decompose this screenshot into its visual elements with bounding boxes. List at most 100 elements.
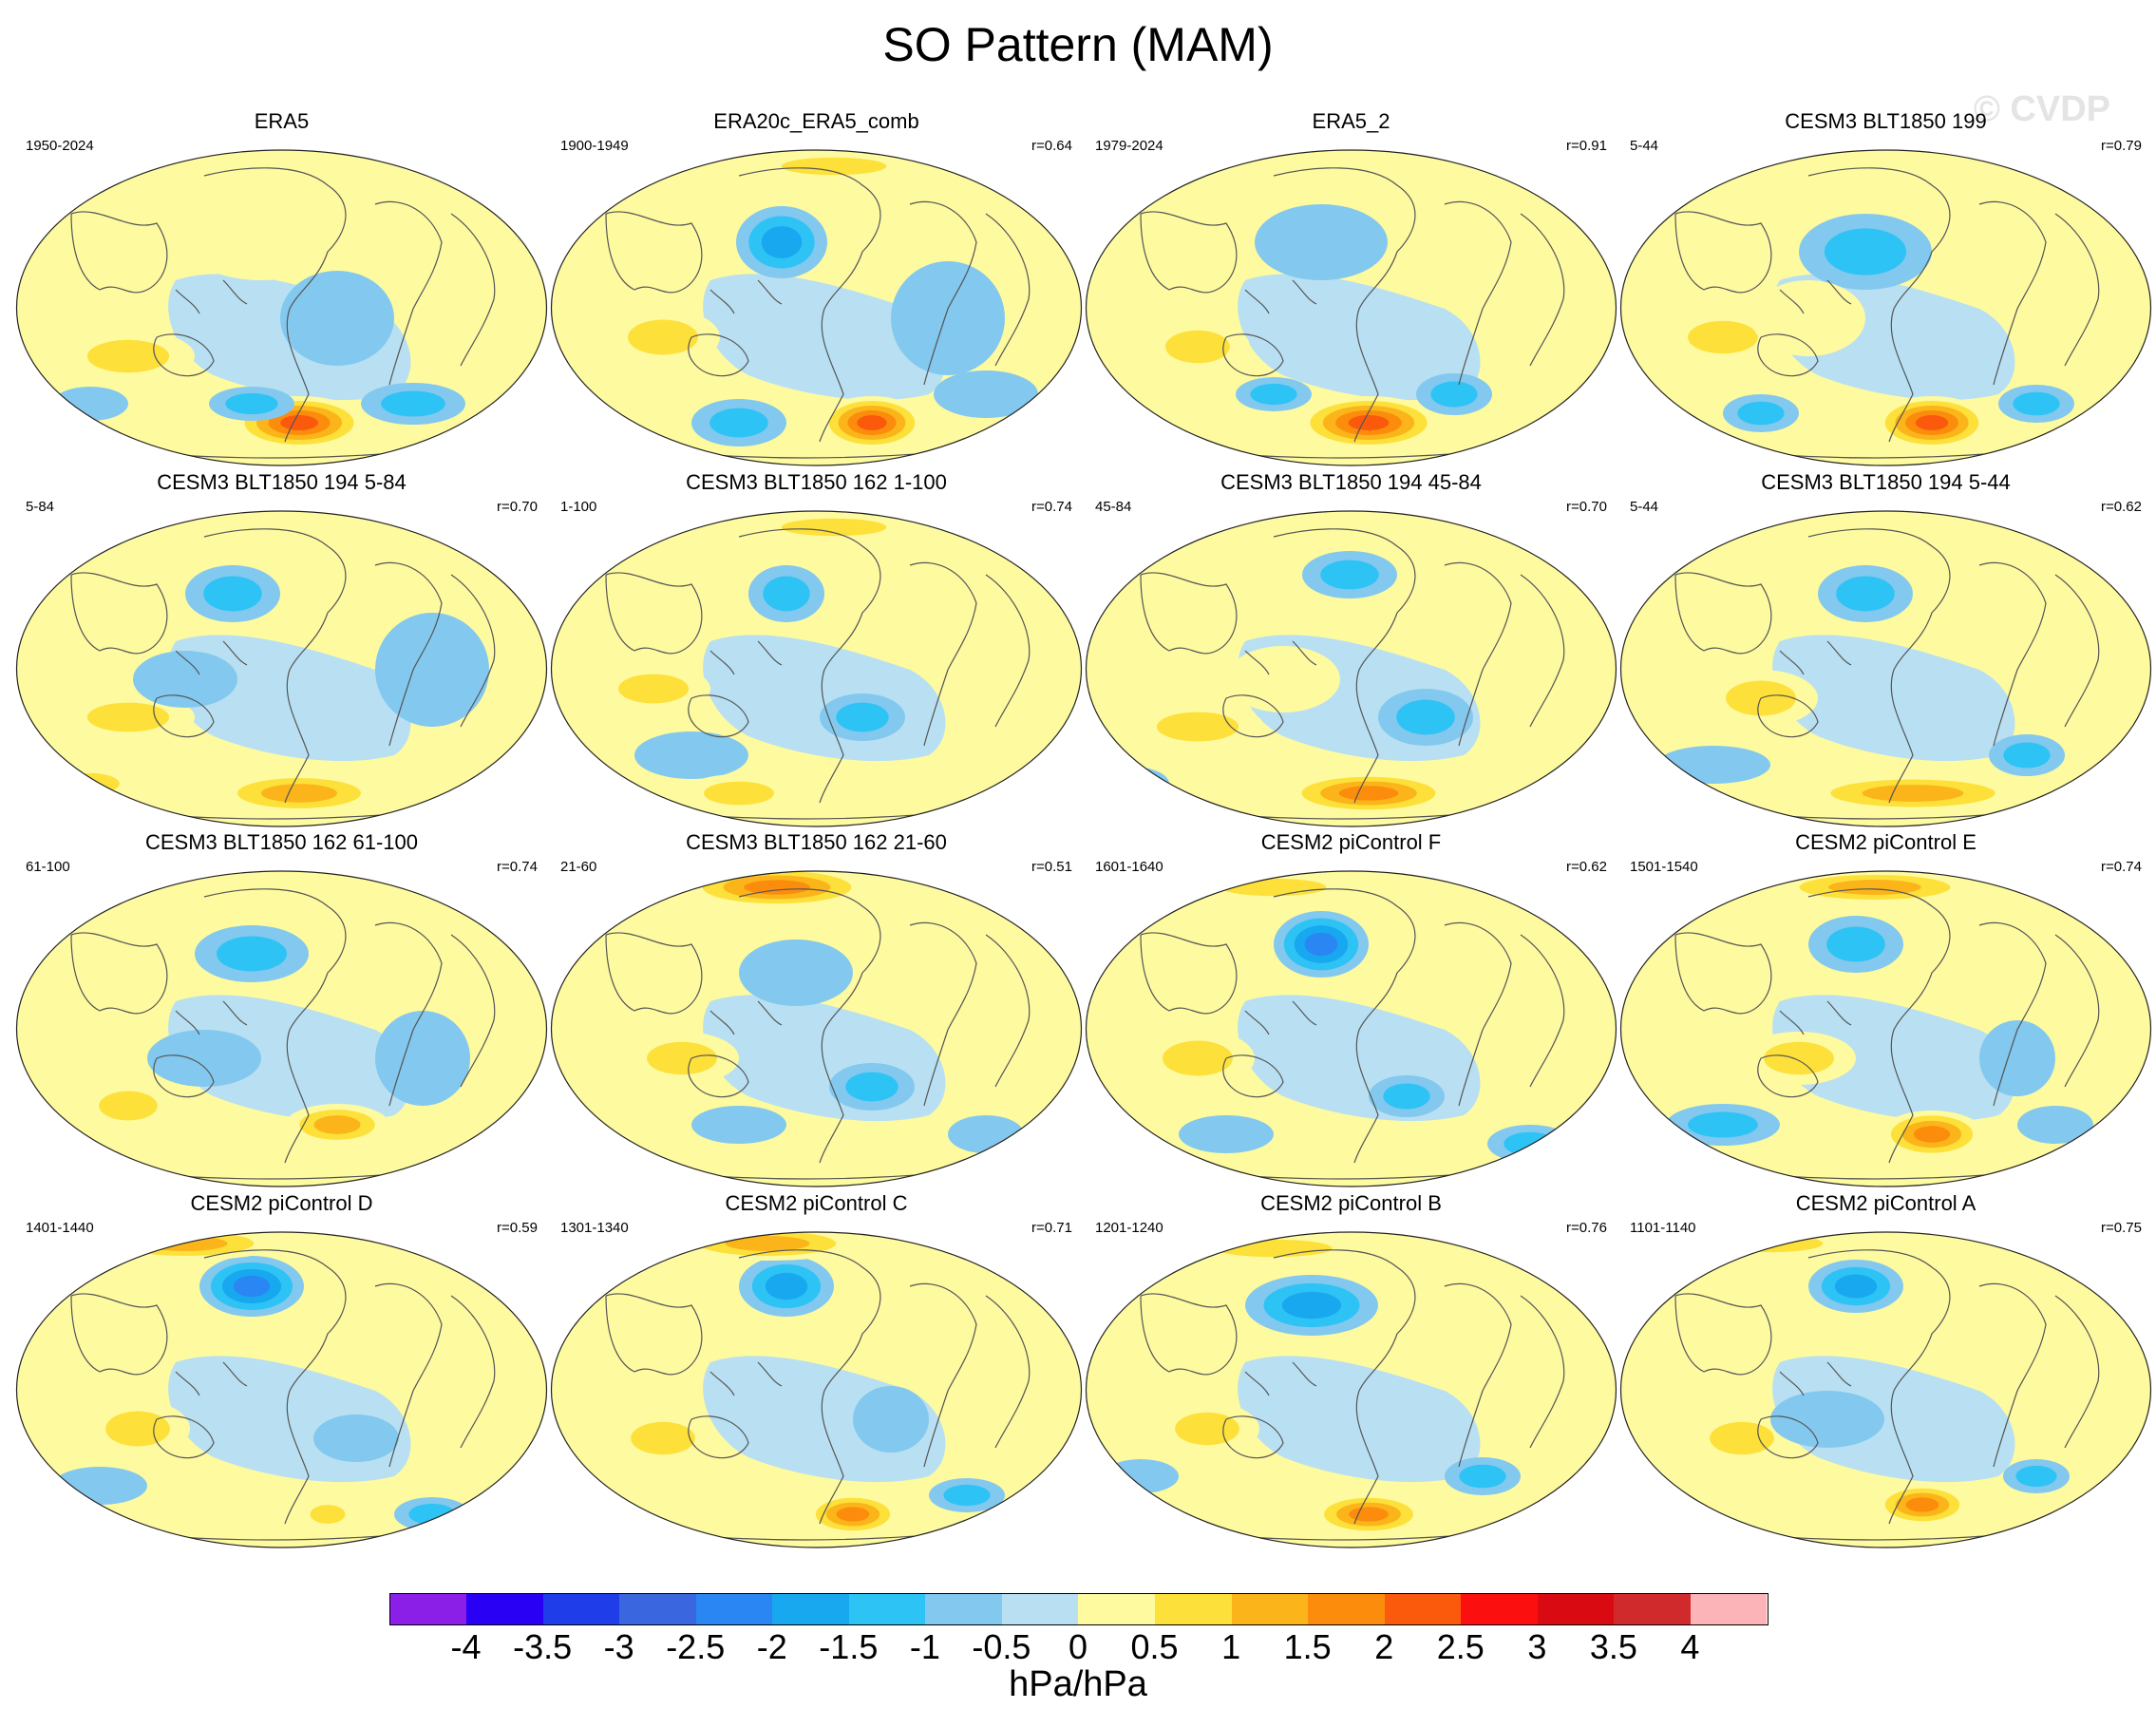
anomaly-map xyxy=(1085,1231,1617,1548)
anomaly-map xyxy=(550,510,1083,827)
coastline xyxy=(374,200,443,386)
coastline xyxy=(909,1282,977,1468)
coastline xyxy=(374,1282,443,1468)
map-border xyxy=(15,870,548,1187)
anomaly-map xyxy=(1619,149,2152,466)
colorbar-tick-label: 0 xyxy=(1068,1627,1088,1666)
map-panel: CESM3 BLT1850 162 1-100 1-100 r=0.74 xyxy=(549,470,1084,829)
negative-anomaly xyxy=(763,576,810,612)
negative-anomaly xyxy=(375,1011,470,1106)
positive-anomaly xyxy=(142,1236,228,1251)
negative-anomaly xyxy=(1834,1274,1878,1299)
negative-anomaly xyxy=(2003,742,2051,769)
anomaly-map xyxy=(15,149,548,466)
coastline xyxy=(1520,213,1565,367)
positive-anomaly xyxy=(1828,880,1921,895)
coastline xyxy=(1273,888,1416,1164)
negative-anomaly xyxy=(52,1467,147,1505)
positive-anomaly xyxy=(1338,786,1399,801)
negative-anomaly xyxy=(1179,1115,1274,1153)
panel-period: 5-44 xyxy=(1630,499,1659,515)
positive-anomaly xyxy=(1163,1040,1233,1076)
positive-anomaly xyxy=(280,415,318,430)
colorbar-tick-label: -3.5 xyxy=(513,1627,573,1666)
coastline xyxy=(2054,574,2100,728)
colorbar-tick-label: 3 xyxy=(1527,1627,1547,1666)
positive-anomaly xyxy=(1156,712,1239,742)
map-panel: ERA5_2 1979-2024 r=0.91 xyxy=(1084,109,1618,468)
coastline xyxy=(1757,1054,1819,1098)
coastline xyxy=(688,1054,749,1098)
negative-anomaly xyxy=(1383,1083,1430,1110)
panel-correlation: r=0.62 xyxy=(1566,859,1607,875)
negative-anomaly xyxy=(761,226,803,258)
negative-anomaly xyxy=(1250,383,1297,406)
map-border xyxy=(1619,1231,2152,1548)
coastline xyxy=(985,213,1031,367)
coastline xyxy=(688,333,749,377)
coastline xyxy=(738,888,881,1164)
panel-title: CESM2 piControl A xyxy=(1795,1191,1976,1215)
colorbar-tick-label: -4 xyxy=(450,1627,482,1666)
positive-anomaly xyxy=(105,1411,170,1447)
panel-period: 1301-1340 xyxy=(560,1220,629,1236)
panel-period: 1401-1440 xyxy=(26,1220,94,1236)
positive-anomaly xyxy=(725,1236,810,1251)
colorbar-tick-label: -2 xyxy=(756,1627,787,1666)
negative-anomaly xyxy=(1737,401,1785,426)
coastline xyxy=(1244,640,1317,675)
map-border xyxy=(550,149,1083,466)
negative-anomaly xyxy=(408,1503,456,1526)
coastline xyxy=(1978,200,2047,386)
coastline xyxy=(450,1295,496,1449)
coastline xyxy=(1807,1249,1951,1525)
map-border xyxy=(1085,149,1617,466)
anomaly-map xyxy=(1085,510,1617,827)
map-panel: CESM3 BLT1850 194 5-84 5-84 r=0.70 xyxy=(14,470,549,829)
map-border xyxy=(1085,510,1617,827)
map-panel: ERA5 1950-2024 xyxy=(14,109,549,468)
coastline xyxy=(450,934,496,1088)
coastline xyxy=(1978,561,2047,747)
coastline xyxy=(688,1415,749,1459)
coastline xyxy=(985,1295,1031,1449)
coastline xyxy=(2054,934,2100,1088)
negative-anomaly xyxy=(1281,1291,1342,1320)
anomaly-map xyxy=(15,1231,548,1548)
coastline xyxy=(1779,1361,1852,1396)
colorbar-segment xyxy=(1384,1593,1462,1625)
coastline xyxy=(1807,888,1951,1164)
positive-anomaly xyxy=(628,319,698,355)
coastline xyxy=(1757,1415,1819,1459)
map-panel: CESM2 piControl F 1601-1640 r=0.62 xyxy=(1084,830,1618,1189)
positive-anomaly xyxy=(1717,1234,1824,1253)
negative-anomaly xyxy=(2017,1106,2093,1144)
negative-anomaly xyxy=(1824,228,1907,275)
coastline xyxy=(2054,1295,2100,1449)
coastline xyxy=(203,167,347,443)
colorbar-tick-label: 2 xyxy=(1374,1627,1394,1666)
panel-title: CESM2 piControl B xyxy=(1260,1191,1442,1215)
coastline xyxy=(985,934,1031,1088)
coastline xyxy=(985,574,1031,728)
map-border xyxy=(15,1231,548,1548)
coastline xyxy=(1978,921,2047,1107)
coastline xyxy=(1520,934,1565,1088)
map-border xyxy=(1619,149,2152,466)
panel-title: ERA5 xyxy=(254,109,310,133)
colorbar-segment xyxy=(465,1593,543,1625)
positive-anomaly xyxy=(1483,176,1597,233)
coastline xyxy=(1140,211,1238,294)
negative-anomaly xyxy=(217,936,287,972)
panel-period: 21-60 xyxy=(560,859,597,875)
panel-title: CESM3 BLT1850 194 45-84 xyxy=(1220,470,1482,494)
colorbar-tick-label: -1 xyxy=(909,1627,940,1666)
colorbar-tick-label: 3.5 xyxy=(1589,1627,1637,1666)
negative-anomaly xyxy=(1504,1131,1557,1156)
colorbar-segment xyxy=(771,1593,849,1625)
colorbar-segment xyxy=(542,1593,620,1625)
colorbar-segment xyxy=(1307,1593,1385,1625)
positive-anomaly xyxy=(647,1041,717,1075)
positive-anomaly xyxy=(2017,537,2131,594)
negative-anomaly xyxy=(2015,1465,2057,1488)
